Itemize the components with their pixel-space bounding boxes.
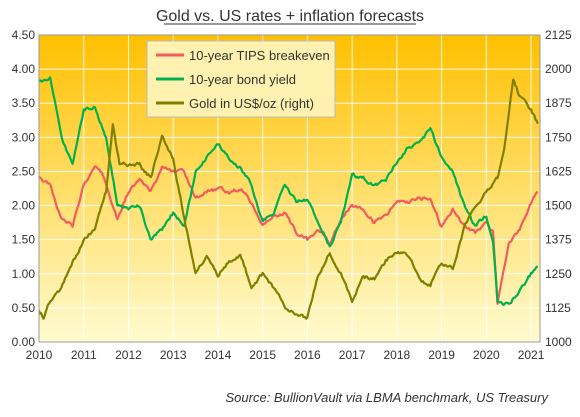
tips-breakeven-line bbox=[39, 165, 539, 305]
x-tick-label: 2018 bbox=[384, 348, 411, 362]
x-tick-label: 2013 bbox=[160, 348, 187, 362]
x-tick-label: 2011 bbox=[71, 348, 97, 362]
series-lines bbox=[39, 76, 539, 320]
y-left-tick-label: 2.50 bbox=[12, 164, 36, 178]
legend-label-gold: Gold in US$/oz (right) bbox=[189, 96, 314, 111]
y-left-tick-label: 2.00 bbox=[12, 199, 36, 213]
legend-label-yield: 10-year bond yield bbox=[189, 72, 296, 87]
y-right-tick-label: 1000 bbox=[545, 335, 572, 349]
y-left-tick-label: 0.00 bbox=[12, 335, 36, 349]
gold-price-line bbox=[39, 78, 539, 320]
y-right-tick-label: 1375 bbox=[545, 233, 572, 247]
source-note: Source: BullionVault via LBMA benchmark,… bbox=[226, 390, 550, 405]
legend-label-tips: 10-year TIPS breakeven bbox=[189, 48, 330, 63]
y-right-tick-label: 2000 bbox=[545, 62, 572, 76]
y-right-tick-label: 1500 bbox=[545, 199, 572, 213]
y-left-tick-label: 1.00 bbox=[12, 267, 36, 281]
y-left-tick-label: 4.50 bbox=[12, 28, 36, 42]
x-tick-label: 2014 bbox=[205, 348, 232, 362]
x-tick-label: 2017 bbox=[339, 348, 366, 362]
plot-frame bbox=[38, 34, 541, 343]
y-right-tick-label: 1250 bbox=[545, 267, 572, 281]
x-tick-label: 2016 bbox=[294, 348, 321, 362]
y-right-tick-label: 1625 bbox=[545, 164, 572, 178]
legend: 10-year TIPS breakeven 10-year bond yiel… bbox=[146, 40, 336, 118]
y-right-tick-label: 1875 bbox=[545, 96, 572, 110]
y-left-tick-label: 0.50 bbox=[12, 301, 36, 315]
y-right-tick-label: 1750 bbox=[545, 130, 572, 144]
y-right-tick-label: 1125 bbox=[545, 301, 571, 315]
x-tick-label: 2020 bbox=[473, 348, 500, 362]
bond-yield-line bbox=[39, 76, 538, 307]
x-tick-label: 2021 bbox=[518, 348, 545, 362]
y-left-tick-label: 3.50 bbox=[12, 96, 36, 110]
y-left-tick-label: 4.00 bbox=[12, 62, 36, 76]
x-tick-label: 2012 bbox=[115, 348, 142, 362]
x-tick-label: 2010 bbox=[26, 348, 53, 362]
y-right-tick-label: 2125 bbox=[545, 28, 572, 42]
chart-title: Gold vs. US rates + inflation forecasts bbox=[156, 8, 424, 25]
y-left-tick-label: 3.00 bbox=[12, 130, 36, 144]
y-left-tick-label: 1.50 bbox=[12, 233, 36, 247]
axes: 0.00 0.50 1.00 1.50 2.00 2.50 3.00 3.50 4.00 4.50… bbox=[12, 28, 572, 362]
x-tick-label: 2019 bbox=[428, 348, 455, 362]
x-tick-label: 2015 bbox=[249, 348, 276, 362]
